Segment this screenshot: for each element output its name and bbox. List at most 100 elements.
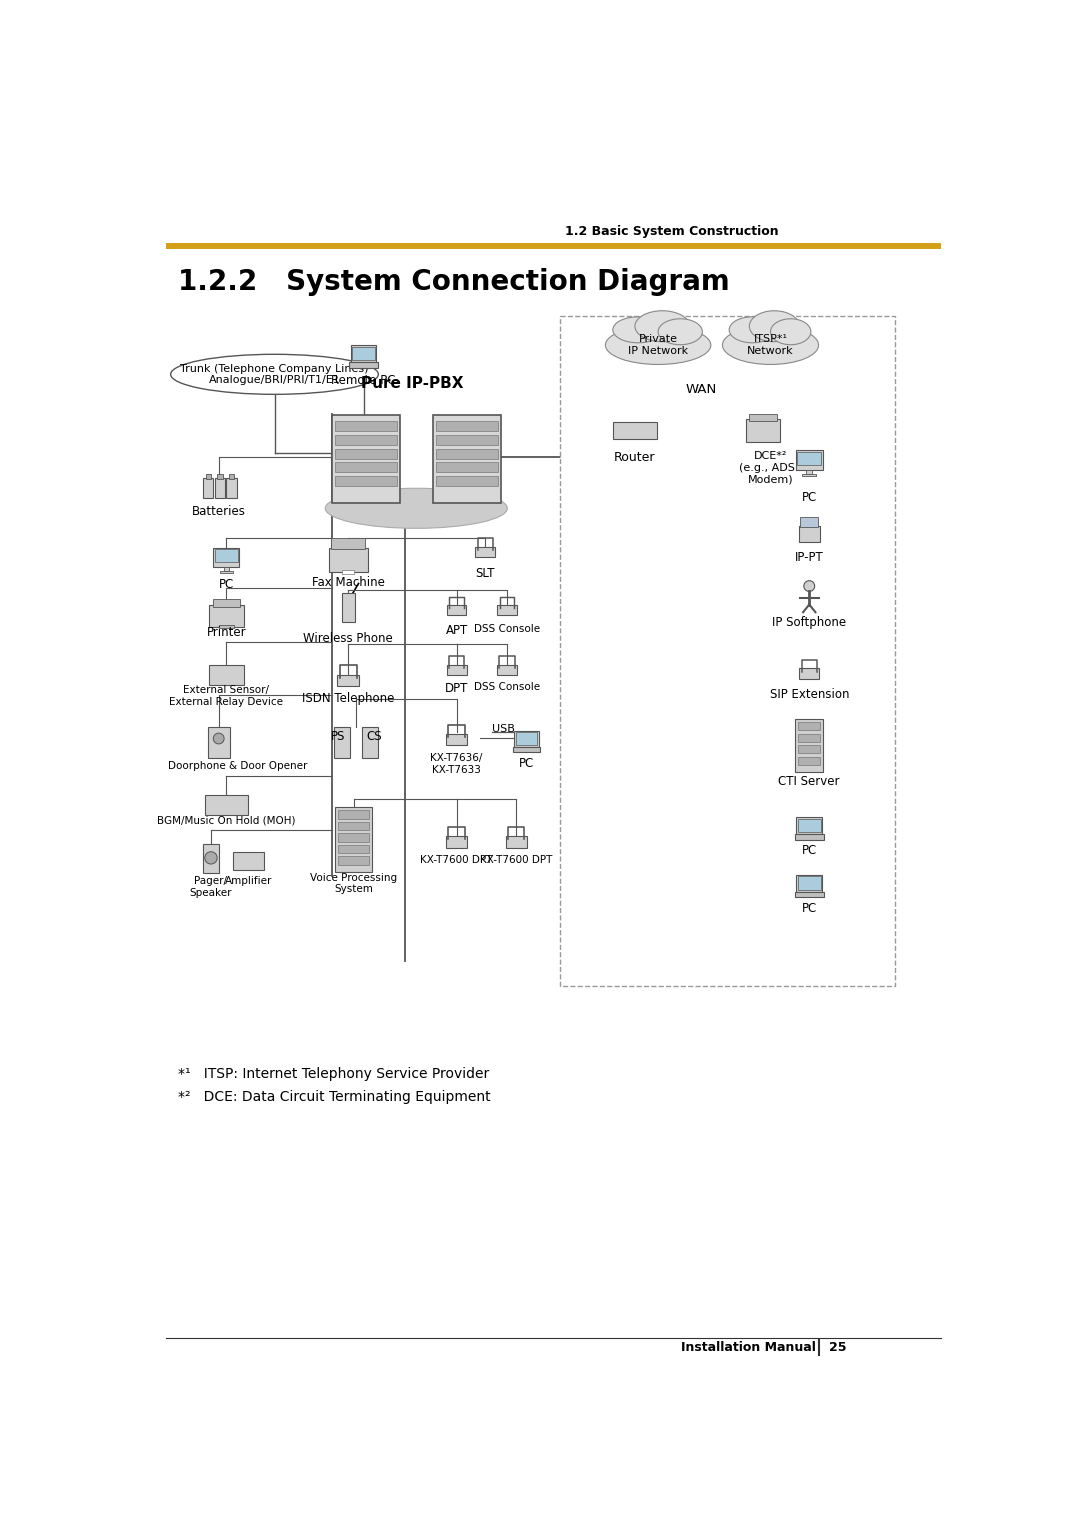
Text: IP-PT: IP-PT [795, 552, 824, 564]
Bar [798, 819, 821, 833]
Bar [745, 419, 780, 442]
Bar [335, 463, 397, 472]
Text: CS: CS [366, 730, 381, 743]
Text: Router: Router [615, 451, 656, 465]
Ellipse shape [171, 354, 378, 394]
Bar [435, 420, 498, 431]
Bar [796, 874, 822, 892]
Text: KX-T7600 DPT: KX-T7600 DPT [420, 854, 492, 865]
Bar [435, 435, 498, 445]
Bar [513, 747, 540, 752]
Bar [215, 478, 225, 498]
Text: DSS Console: DSS Console [474, 623, 540, 634]
Ellipse shape [723, 325, 819, 365]
Bar [514, 730, 539, 747]
Bar [334, 727, 350, 758]
Bar [435, 449, 498, 458]
Bar [232, 851, 264, 871]
Bar [795, 834, 824, 840]
Bar [335, 807, 373, 872]
Text: WAN: WAN [685, 384, 716, 396]
Bar [798, 733, 820, 741]
Text: CTI Server: CTI Server [779, 775, 840, 788]
Bar [795, 718, 823, 773]
Bar [447, 605, 467, 616]
Bar [505, 836, 527, 848]
Bar [799, 526, 820, 541]
Bar [338, 856, 369, 865]
Circle shape [205, 851, 217, 863]
Text: Pager/
Speaker: Pager/ Speaker [190, 877, 232, 898]
Text: APT: APT [446, 623, 468, 637]
Text: PC: PC [801, 902, 816, 915]
Text: DSS Console: DSS Console [474, 683, 540, 692]
Text: DCE*²
(e.g., ADSL
Modem): DCE*² (e.g., ADSL Modem) [740, 451, 801, 484]
Text: Amplifier: Amplifier [225, 877, 272, 886]
Text: PS: PS [330, 730, 346, 743]
Bar [800, 516, 819, 527]
Bar [205, 795, 248, 814]
Text: Private
IP Network: Private IP Network [629, 335, 688, 356]
Bar [802, 474, 816, 477]
Bar [447, 665, 467, 675]
Bar [798, 723, 820, 730]
Text: Trunk (Telephone Company Lines)
Analogue/BRI/PRI/T1/E1: Trunk (Telephone Company Lines) Analogue… [180, 364, 368, 385]
Circle shape [213, 733, 225, 744]
Bar [352, 347, 375, 361]
Bar [332, 538, 365, 549]
Bar [351, 345, 377, 362]
Bar [435, 477, 498, 486]
Bar [497, 665, 517, 675]
Text: *²   DCE: Data Circuit Terminating Equipment: *² DCE: Data Circuit Terminating Equipme… [177, 1091, 490, 1105]
Ellipse shape [750, 310, 799, 342]
Bar [210, 605, 243, 626]
Text: KX-T7600 DPT: KX-T7600 DPT [481, 854, 553, 865]
Text: Doorphone & Door Opener: Doorphone & Door Opener [168, 761, 308, 770]
Bar [203, 843, 218, 874]
Bar [203, 478, 213, 498]
Bar [332, 414, 400, 503]
Text: Installation Manual: Installation Manual [680, 1342, 815, 1354]
Text: PC: PC [801, 843, 816, 857]
Bar [798, 746, 820, 753]
Text: USB: USB [491, 724, 514, 733]
Bar [796, 451, 823, 471]
Text: KX-T7636/
KX-T7633: KX-T7636/ KX-T7633 [431, 753, 483, 775]
Bar [748, 414, 777, 420]
Text: DPT: DPT [445, 683, 469, 695]
Text: Fax Machine: Fax Machine [312, 576, 384, 590]
Text: ISDN Telephone: ISDN Telephone [302, 692, 394, 704]
Bar [446, 733, 468, 746]
Bar [797, 452, 821, 466]
Ellipse shape [635, 310, 690, 342]
Bar [224, 567, 229, 571]
Bar [613, 422, 657, 439]
Bar [217, 474, 222, 480]
Ellipse shape [770, 319, 811, 345]
Bar [215, 549, 238, 562]
Text: BGM/Music On Hold (MOH): BGM/Music On Hold (MOH) [158, 816, 296, 825]
Circle shape [804, 581, 814, 591]
Bar [214, 547, 240, 567]
Bar [341, 593, 354, 622]
Ellipse shape [606, 325, 711, 365]
Bar [446, 836, 468, 848]
Bar [337, 675, 359, 686]
Text: Voice Processing
System: Voice Processing System [310, 872, 397, 894]
Bar [338, 833, 369, 842]
Text: SLT: SLT [475, 567, 495, 579]
Bar [498, 605, 516, 616]
Bar [166, 243, 941, 249]
Bar [218, 625, 234, 628]
Text: 25: 25 [828, 1342, 846, 1354]
Bar [210, 665, 243, 686]
Ellipse shape [729, 316, 775, 342]
Bar [349, 362, 378, 368]
Text: 1.2.2   System Connection Diagram: 1.2.2 System Connection Diagram [177, 267, 729, 296]
Bar [335, 477, 397, 486]
Bar [342, 570, 354, 573]
Bar [433, 414, 501, 503]
Bar [328, 547, 367, 571]
Bar [795, 892, 824, 897]
Text: PC: PC [801, 492, 816, 504]
